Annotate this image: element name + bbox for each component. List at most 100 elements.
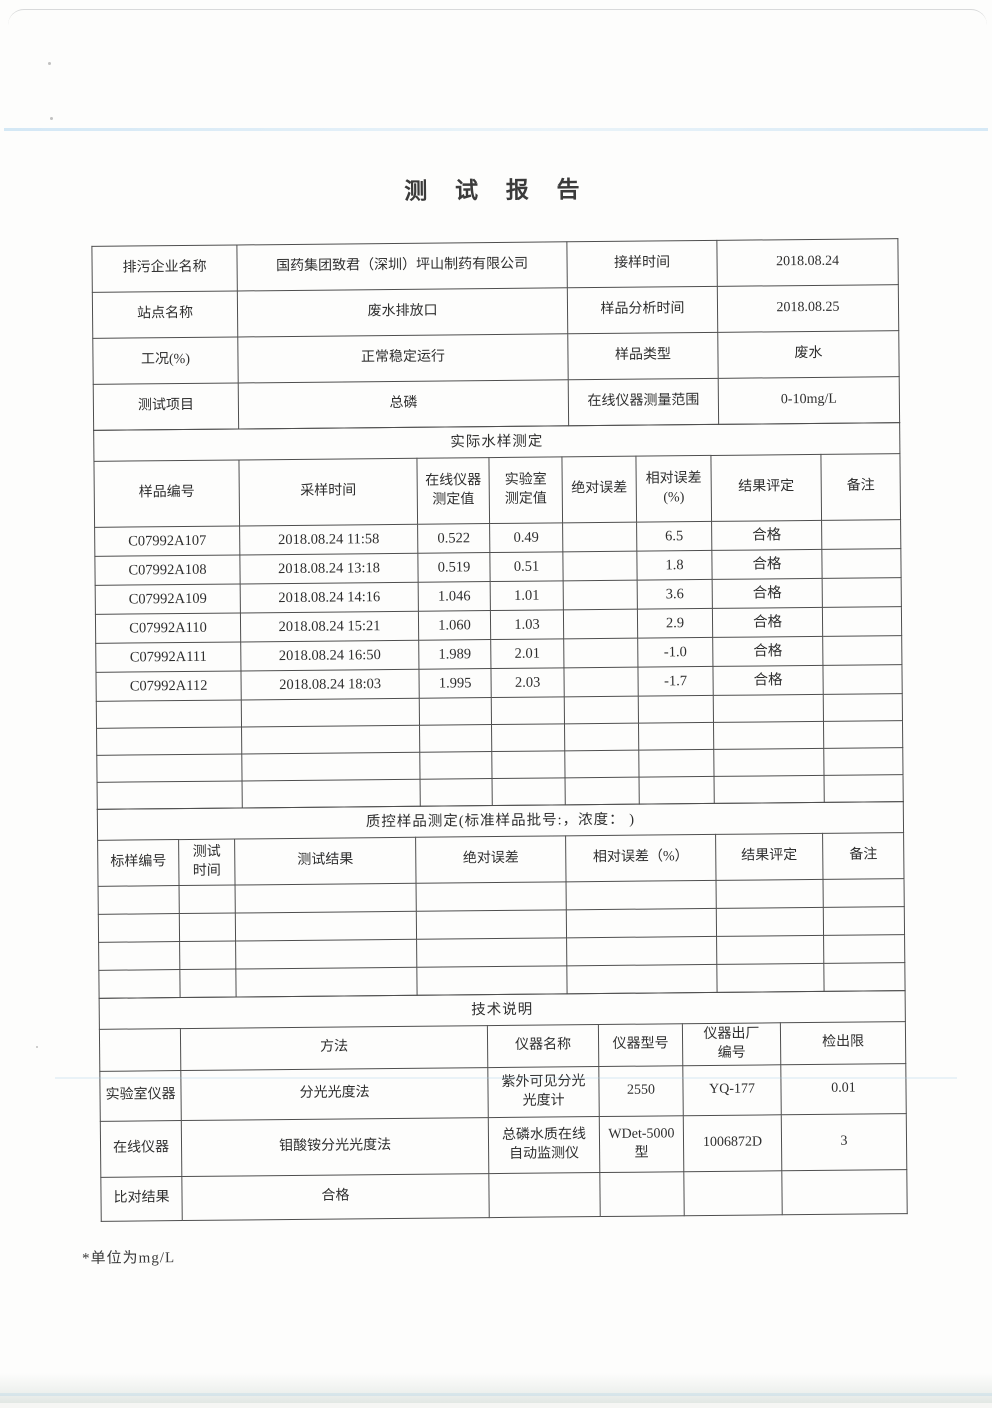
cell-abs-error [563, 667, 639, 697]
column-header: 方法 [180, 1025, 488, 1071]
cell-abs-error [563, 580, 638, 610]
table-row: 排污企业名称 国药集团致君（深圳）坪山制药有限公司 接样时间 2018.08.2… [91, 238, 899, 293]
cell-rel-error: -1.0 [637, 637, 713, 668]
cell-serial-number: YQ-177 [682, 1064, 782, 1116]
cell [781, 1169, 908, 1215]
cell-lab-value: 1.03 [490, 609, 564, 640]
column-header: 绝对误差 [561, 456, 637, 523]
info-value: 国药集团致君（深圳）坪山制药有限公司 [236, 241, 568, 291]
column-header [99, 1028, 181, 1072]
cell-abs-error [563, 609, 638, 639]
report-tables: 排污企业名称 国药集团致君（深圳）坪山制药有限公司 接样时间 2018.08.2… [91, 238, 908, 1222]
column-header: 备注 [820, 453, 901, 521]
cell-rel-error: 3.6 [637, 579, 713, 610]
cell-detection-limit: 0.01 [780, 1063, 907, 1115]
cell-abs-error [563, 638, 638, 668]
table-row: 在线仪器 钼酸铵分光光度法 总磷水质在线 自动监测仪 WDet-5000 型 1… [100, 1113, 907, 1178]
cell-result: 合格 [712, 636, 823, 667]
info-label: 在线仪器测量范围 [568, 378, 719, 426]
cell-lab-value: 0.49 [489, 522, 563, 553]
cell-sample-time: 2018.08.24 14:16 [240, 582, 419, 613]
info-label: 站点名称 [92, 290, 238, 339]
cell-rel-error: 6.5 [636, 521, 712, 552]
cell-instrument-name: 总磷水质在线 自动监测仪 [488, 1116, 600, 1174]
column-header: 仪器名称 [487, 1024, 599, 1068]
cell-sample-time: 2018.08.24 15:21 [240, 611, 419, 642]
cell-instrument-model: WDet-5000 型 [599, 1115, 684, 1173]
cell-online-value: 1.989 [418, 639, 491, 670]
page-title: 测 试 报 告 [404, 177, 591, 204]
cell-lab-value: 2.01 [490, 638, 564, 669]
column-header: 采样时间 [238, 458, 418, 526]
cell-remark [822, 664, 903, 695]
cell-sample-id: C07992A110 [95, 612, 241, 644]
scan-artifact-blue-line-mid [55, 1077, 957, 1079]
cell-remark [822, 577, 902, 608]
cell-remark [821, 519, 901, 550]
info-value: 废水 [717, 330, 900, 379]
cell-online-value: 1.046 [418, 581, 491, 612]
cell-row-label: 比对结果 [100, 1176, 183, 1222]
cell-lab-value: 0.51 [489, 551, 564, 582]
column-header: 结果评定 [710, 454, 822, 522]
info-table: 排污企业名称 国药集团致君（深圳）坪山制药有限公司 接样时间 2018.08.2… [91, 238, 900, 431]
column-header: 测试 时间 [178, 839, 236, 886]
cell-lab-value: 1.01 [490, 580, 564, 611]
column-header: 在线仪器 测定值 [416, 457, 490, 525]
table-row: 比对结果 合格 [100, 1169, 908, 1222]
cell-sample-id: C07992A107 [94, 525, 240, 557]
table-row: 工况(%) 正常稳定运行 样品类型 废水 [92, 330, 900, 385]
info-label: 样品类型 [567, 332, 719, 380]
column-header: 检出限 [780, 1021, 906, 1065]
info-label: 工况(%) [92, 336, 239, 385]
cell-online-value: 0.519 [417, 552, 491, 583]
cell-online-value: 1.995 [418, 668, 492, 699]
info-label: 样品分析时间 [567, 286, 718, 334]
info-value: 0-10mg/L [718, 376, 900, 425]
cell-row-label: 在线仪器 [100, 1120, 182, 1178]
column-header: 备注 [822, 832, 905, 880]
cell-remark [821, 548, 902, 579]
cell-comparison-result: 合格 [181, 1173, 490, 1221]
cell-detection-limit: 3 [781, 1113, 907, 1171]
column-header: 仪器出厂 编号 [682, 1022, 781, 1066]
cell-sample-time: 2018.08.24 13:18 [239, 553, 419, 584]
cell-sample-time: 2018.08.24 18:03 [240, 669, 420, 700]
cell-serial-number: 1006872D [683, 1114, 782, 1172]
cell-rel-error: 1.8 [636, 550, 713, 581]
info-value: 正常稳定运行 [237, 333, 569, 383]
cell-remark [822, 606, 902, 637]
scan-artifact-page-edge [8, 9, 987, 80]
cell-rel-error: -1.7 [637, 666, 714, 697]
cell [488, 1172, 601, 1218]
info-value: 2018.08.24 [716, 238, 899, 287]
cell-result: 合格 [712, 665, 824, 696]
column-header: 相对误差 (%) [635, 455, 712, 523]
cell-method: 分光光度法 [180, 1067, 489, 1121]
cell-sample-time: 2018.08.24 16:50 [240, 640, 419, 671]
cell-instrument-model: 2550 [598, 1065, 684, 1117]
column-header: 绝对误差 [415, 835, 567, 884]
cell-result: 合格 [711, 549, 823, 580]
info-value: 总磷 [238, 379, 569, 429]
info-label: 排污企业名称 [91, 244, 238, 293]
sample-table: 实际水样测定 样品编号 采样时间 在线仪器 测定值 实验室 测定值 绝对误差 相… [93, 422, 904, 810]
cell-online-value: 0.522 [417, 523, 490, 554]
scan-artifact-blue-line-bottom [0, 1393, 992, 1396]
cell-remark [822, 635, 902, 666]
qc-table: 质控样品测定(标准样品批号:，浓度： ) 标样编号 测试 时间 测试结果 绝对误… [97, 801, 906, 999]
info-value: 2018.08.25 [717, 284, 899, 333]
cell-rel-error: 2.9 [637, 608, 713, 639]
table-row: 实验室仪器 分光光度法 紫外可见分光 光度计 2550 YQ-177 0.01 [99, 1063, 907, 1122]
cell [683, 1170, 783, 1216]
info-label: 接样时间 [566, 240, 718, 288]
table-row: 站点名称 废水排放口 样品分析时间 2018.08.25 [92, 284, 899, 339]
column-header: 仪器型号 [598, 1023, 683, 1067]
info-value: 废水排放口 [237, 287, 568, 337]
cell-result: 合格 [712, 578, 823, 609]
column-header: 结果评定 [715, 833, 824, 881]
cell-sample-time: 2018.08.24 11:58 [239, 524, 418, 555]
cell-abs-error [562, 551, 638, 581]
cell-sample-id: C07992A108 [94, 554, 241, 586]
